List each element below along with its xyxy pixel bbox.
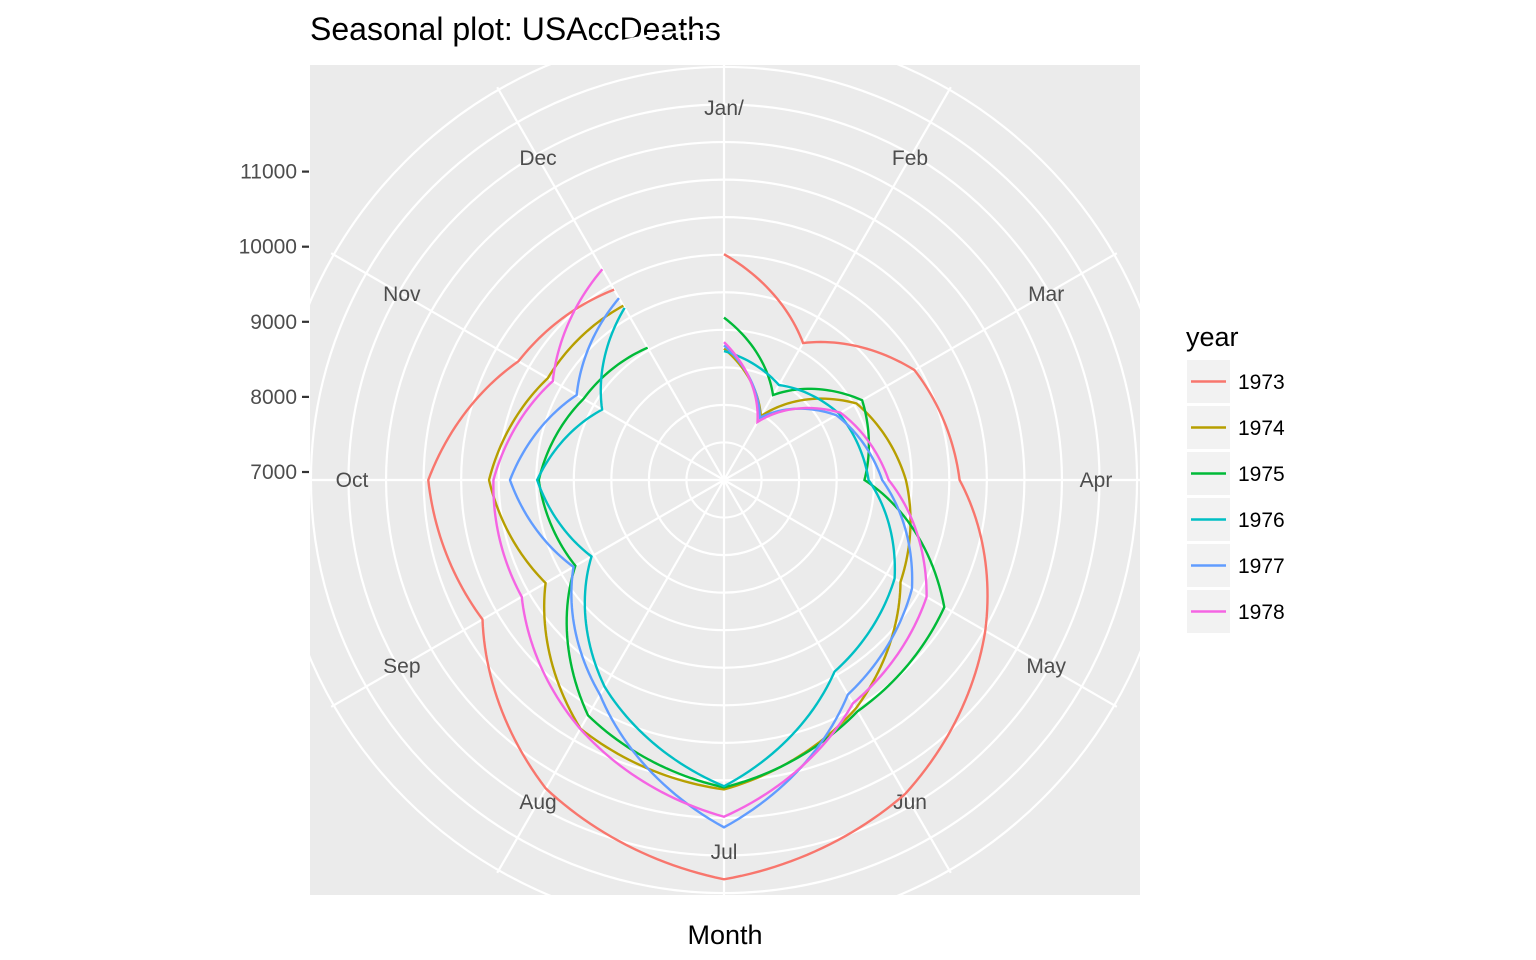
chart-title: Seasonal plot: USAccDeaths [310,11,721,47]
grid-spoke [723,252,1118,481]
series-lines [427,253,989,881]
series-line-1973 [427,253,989,881]
month-label: Jul [711,841,738,864]
polar-grid [270,26,1178,934]
month-label: Apr [1080,469,1113,492]
y-tick-label: 8000 [250,386,297,409]
legend-label: 1975 [1238,463,1285,486]
series-line-1976 [535,307,897,788]
month-label: Nov [383,283,421,306]
month-label: Feb [892,147,928,170]
legend: year 1973 1974 1975 1976 1977 1978 [1186,322,1285,633]
y-tick-label: 11000 [240,161,297,184]
month-label: Dec [519,147,556,170]
grid-spoke [330,252,725,481]
grid-spoke [330,479,725,708]
x-axis-title: Month [687,920,762,950]
legend-label: 1976 [1238,509,1285,532]
month-label: Sep [383,655,420,678]
grid-spoke [723,479,952,874]
legend-label: 1978 [1238,601,1285,624]
legend-label: 1977 [1238,555,1285,578]
y-tick-label: 10000 [239,236,297,259]
month-label: Oct [336,469,369,492]
grid-spoke [496,479,725,874]
month-label: Aug [519,791,556,814]
legend-title: year [1186,322,1239,352]
series-line-1978 [492,268,928,819]
legend-label: 1974 [1238,417,1285,440]
grid-spoke [496,86,725,481]
grid-spoke [723,479,1118,708]
y-tick-label: 9000 [250,311,297,334]
y-axis: 7000 8000 9000 10000 11000 [239,161,309,484]
month-label: Jun [893,791,927,814]
series-line-1975 [537,316,946,789]
y-tick-label: 7000 [250,461,297,484]
month-label: Mar [1028,283,1064,306]
legend-label: 1973 [1238,371,1285,394]
month-label: Jan/ [704,97,744,120]
month-label: May [1026,655,1066,678]
